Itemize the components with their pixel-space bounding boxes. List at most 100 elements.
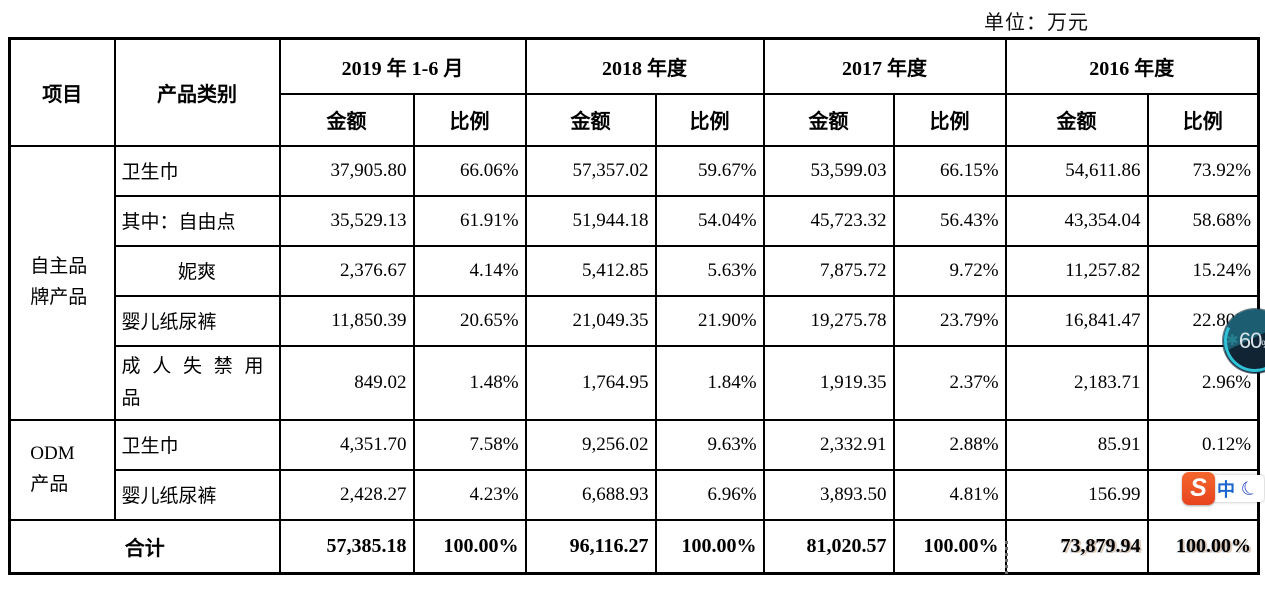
header-row-periods: 项目 产品类别 2019 年 1-6 月 2018 年度 2017 年度 201… [8, 37, 1260, 147]
table-cell: 15.24% [1146, 244, 1260, 297]
total-label: 合计 [8, 518, 281, 575]
table-cell: 21.90% [654, 294, 765, 347]
row-label: 卫生巾 [113, 144, 281, 197]
table-cell: 73.92% [1146, 144, 1260, 197]
table-cell: 56.43% [892, 194, 1007, 247]
header-ratio: 比例 [1146, 92, 1260, 147]
table-cell: 59.67% [654, 144, 765, 197]
table-cell: 85.91 [1004, 418, 1149, 471]
table-cell: 1.84% [654, 344, 765, 421]
table-cell: 66.06% [412, 144, 527, 197]
table-row: 其中：自由点 35,529.13 61.91% 51,944.18 54.04%… [10, 194, 1260, 247]
pinwheel-icon: ✱ [1226, 331, 1239, 349]
table-row: 婴儿纸尿裤 11,850.39 20.65% 21,049.35 21.90% … [10, 294, 1260, 347]
table-cell: 1,764.95 [524, 344, 657, 421]
table-cell: 54,611.86 [1004, 144, 1149, 197]
ime-language-toggle[interactable]: 中 [1216, 479, 1235, 500]
table-cell: 7.58% [412, 418, 527, 471]
table-cell: 6.96% [654, 468, 765, 521]
table-cell: 156.99 [1004, 468, 1149, 521]
table-cell: 37,905.80 [278, 144, 415, 197]
table-cell: 6,688.93 [524, 468, 657, 521]
table-cell: 54.04% [654, 194, 765, 247]
table-cell: 96,116.27 [524, 518, 657, 575]
header-category: 产品类别 [113, 37, 281, 147]
table-cell: 100.00% [892, 518, 1007, 575]
table-row: 婴儿纸尿裤 2,428.27 4.23% 6,688.93 6.96% 3,89… [10, 468, 1260, 521]
header-period-2019: 2019 年 1-6 月 [278, 37, 527, 95]
group-odm: ODM 产品 [8, 418, 116, 521]
table-cell: 66.15% [892, 144, 1007, 197]
ime-status-pill[interactable]: 中 ☾ [1211, 475, 1264, 502]
table-cell: 2.37% [892, 344, 1007, 421]
table-cell: 16,841.47 [1004, 294, 1149, 347]
table-cell: 1,919.35 [762, 344, 895, 421]
table-cell: 4.81% [892, 468, 1007, 521]
header-ratio: 比例 [892, 92, 1007, 147]
table-cell: 73,879.94 [1004, 518, 1149, 575]
header-period-2016: 2016 年度 [1004, 37, 1260, 95]
table-cell: 58.68% [1146, 194, 1260, 247]
header-amount: 金额 [278, 92, 415, 147]
table-row: 妮爽 2,376.67 4.14% 5,412.85 5.63% 7,875.7… [10, 244, 1260, 297]
header-row-measures: 金额 比例 金额 比例 金额 比例 金额 比例 [10, 92, 1260, 147]
table-cell: 4.23% [412, 468, 527, 521]
table-cell: 2.88% [892, 418, 1007, 471]
table-cell: 53,599.03 [762, 144, 895, 197]
table-cell: 35,529.13 [278, 194, 415, 247]
header-amount: 金额 [1004, 92, 1149, 147]
ime-indicator[interactable]: S 中 ☾ [1182, 472, 1265, 506]
revenue-table: 项目 产品类别 2019 年 1-6 月 2018 年度 2017 年度 201… [8, 37, 1261, 575]
table-cell: 11,257.82 [1004, 244, 1149, 297]
table-cell: 849.02 [278, 344, 415, 421]
header-ratio: 比例 [412, 92, 527, 147]
row-label: 婴儿纸尿裤 [113, 294, 281, 347]
group-own-brand: 自主品牌产品 [8, 144, 116, 421]
caret-artifact [1005, 541, 1008, 574]
table-cell: 57,385.18 [278, 518, 415, 575]
table-row: ODM 产品 卫生巾 4,351.70 7.58% 9,256.02 9.63%… [8, 418, 1260, 521]
header-ratio: 比例 [654, 92, 765, 147]
table-cell: 11,850.39 [278, 294, 415, 347]
table-cell: 61.91% [412, 194, 527, 247]
zoom-percent-sign: % [1261, 339, 1265, 351]
row-label: 妮爽 [113, 244, 281, 297]
table-cell: 5.63% [654, 244, 765, 297]
row-label: 卫生巾 [113, 418, 281, 471]
unit-label: 单位：万元 [984, 12, 1089, 34]
table-cell: 100.00% [412, 518, 527, 575]
moon-icon[interactable]: ☾ [1237, 474, 1262, 503]
row-label: 其中：自由点 [113, 194, 281, 247]
table-row: 成人失禁用品 849.02 1.48% 1,764.95 1.84% 1,919… [10, 344, 1260, 421]
table-cell: 23.79% [892, 294, 1007, 347]
sogou-logo-icon[interactable]: S [1182, 472, 1215, 505]
header-amount: 金额 [762, 92, 895, 147]
table-cell: 1.48% [412, 344, 527, 421]
table-cell: 100.00% [1146, 518, 1260, 575]
total-row: 合计 57,385.18 100.00% 96,116.27 100.00% 8… [8, 518, 1260, 575]
table-cell: 0.12% [1146, 418, 1260, 471]
table-cell: 9.63% [654, 418, 765, 471]
table-cell: 4,351.70 [278, 418, 415, 471]
table-cell: 51,944.18 [524, 194, 657, 247]
table-row: 自主品牌产品 卫生巾 37,905.80 66.06% 57,357.02 59… [8, 144, 1260, 421]
table-cell: 2,428.27 [278, 468, 415, 521]
row-label: 婴儿纸尿裤 [113, 468, 281, 521]
table-cell: 45,723.32 [762, 194, 895, 247]
table-cell: 19,275.78 [762, 294, 895, 347]
table-cell: 57,357.02 [524, 144, 657, 197]
table-cell: 3,893.50 [762, 468, 895, 521]
table-cell: 2,183.71 [1004, 344, 1149, 421]
table-cell: 20.65% [412, 294, 527, 347]
table-cell: 5,412.85 [524, 244, 657, 297]
table-cell: 81,020.57 [762, 518, 895, 575]
table-cell: 9,256.02 [524, 418, 657, 471]
table-cell: 21,049.35 [524, 294, 657, 347]
table-cell: 7,875.72 [762, 244, 895, 297]
table-cell: 4.14% [412, 244, 527, 297]
header-amount: 金额 [524, 92, 657, 147]
header-period-2017: 2017 年度 [762, 37, 1007, 95]
table-cell: 9.72% [892, 244, 1007, 297]
header-period-2018: 2018 年度 [524, 37, 765, 95]
